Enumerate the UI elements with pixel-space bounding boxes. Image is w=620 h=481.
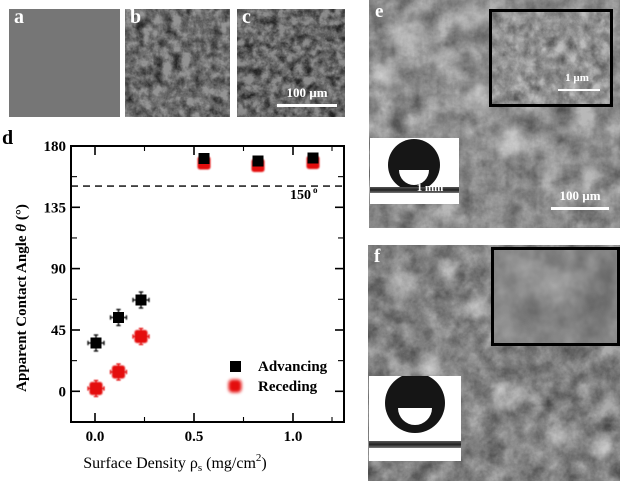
svg-text:Receding: Receding xyxy=(258,379,318,395)
svg-text:o: o xyxy=(313,185,318,195)
svg-text:Advancing: Advancing xyxy=(258,359,328,375)
svg-text:90: 90 xyxy=(51,262,66,278)
svg-text:0.5: 0.5 xyxy=(185,429,204,445)
svg-text:Surface Density ρs (mg/cm2): Surface Density ρs (mg/cm2) xyxy=(83,452,267,474)
svg-text:1.0: 1.0 xyxy=(284,429,303,445)
svg-text:0: 0 xyxy=(59,384,67,400)
svg-text:0.0: 0.0 xyxy=(86,429,105,445)
svg-text:135: 135 xyxy=(44,200,67,216)
svg-text:180: 180 xyxy=(44,139,67,155)
svg-text:45: 45 xyxy=(51,323,66,339)
svg-text:150: 150 xyxy=(290,188,311,203)
